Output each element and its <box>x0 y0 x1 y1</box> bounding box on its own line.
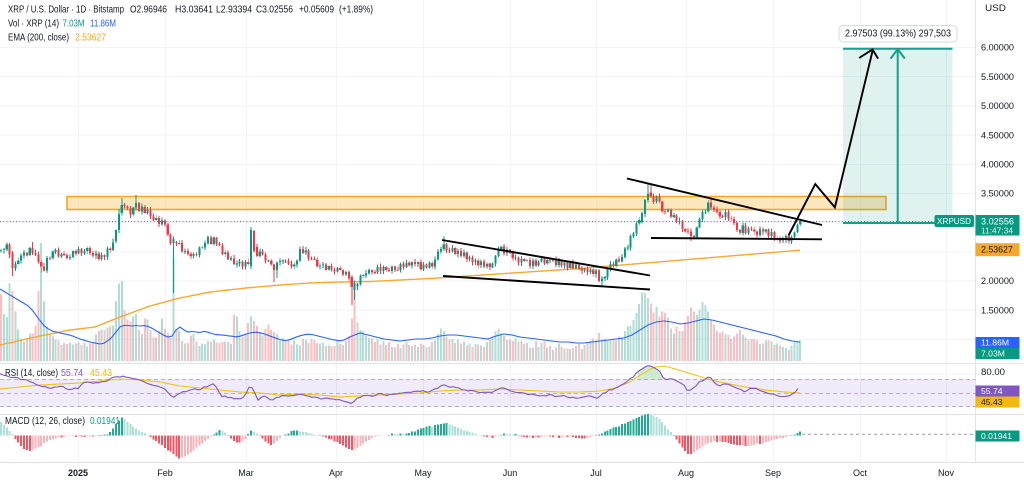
svg-text:H3.03641: H3.03641 <box>175 5 213 16</box>
svg-text:XRPUSD: XRPUSD <box>937 216 971 226</box>
svg-text:11.86M: 11.86M <box>90 19 116 30</box>
svg-text:7.03M: 7.03M <box>63 19 85 30</box>
svg-text:0.01941: 0.01941 <box>90 416 120 427</box>
svg-text:Aug: Aug <box>678 468 694 478</box>
svg-text:6.00000: 6.00000 <box>981 43 1014 53</box>
svg-text:(+1.89%): (+1.89%) <box>339 5 373 16</box>
svg-text:Vol · XRP (14): Vol · XRP (14) <box>8 19 59 30</box>
svg-text:Jun: Jun <box>503 468 518 478</box>
svg-text:Jul: Jul <box>590 468 602 478</box>
svg-text:May: May <box>414 468 432 478</box>
svg-text:3.02556: 3.02556 <box>981 216 1014 226</box>
svg-text:Feb: Feb <box>157 468 173 478</box>
svg-text:4.50000: 4.50000 <box>981 130 1014 140</box>
svg-text:2.53627: 2.53627 <box>75 33 106 44</box>
svg-text:Mar: Mar <box>238 468 254 478</box>
svg-text:MACD (12, 26, close): MACD (12, 26, close) <box>5 416 85 427</box>
svg-text:7.03M: 7.03M <box>981 349 1005 359</box>
svg-text:RSI (14, close): RSI (14, close) <box>5 368 58 379</box>
svg-text:L2.93394: L2.93394 <box>216 5 252 16</box>
svg-text:5.00000: 5.00000 <box>981 101 1014 111</box>
svg-text:11.86M: 11.86M <box>981 338 1009 348</box>
svg-text:C3.02556: C3.02556 <box>256 5 293 16</box>
svg-text:55.74: 55.74 <box>981 386 1003 396</box>
svg-text:80.00: 80.00 <box>981 367 1005 377</box>
svg-text:Sep: Sep <box>765 468 781 478</box>
svg-text:USD: USD <box>985 3 1006 13</box>
svg-text:2025: 2025 <box>68 468 88 478</box>
svg-text:0.01941: 0.01941 <box>981 431 1012 441</box>
svg-text:2.97503 (99.13%) 297,503: 2.97503 (99.13%) 297,503 <box>845 29 951 40</box>
svg-text:Apr: Apr <box>329 468 343 478</box>
svg-text:45.43: 45.43 <box>981 397 1003 407</box>
svg-text:5.50000: 5.50000 <box>981 72 1014 82</box>
svg-text:O2.96946: O2.96946 <box>130 5 167 16</box>
svg-text:EMA (200, close): EMA (200, close) <box>8 33 69 44</box>
svg-text:4.00000: 4.00000 <box>981 159 1014 169</box>
svg-text:3.50000: 3.50000 <box>981 189 1014 199</box>
svg-text:+0.05609: +0.05609 <box>299 5 334 16</box>
svg-text:Oct: Oct <box>853 468 868 478</box>
svg-text:1.50000: 1.50000 <box>981 305 1014 315</box>
svg-text:55.74: 55.74 <box>61 368 83 379</box>
svg-text:45.43: 45.43 <box>90 368 112 379</box>
svg-text:XRP / U.S. Dollar · 1D · Bitst: XRP / U.S. Dollar · 1D · Bitstamp <box>8 5 124 16</box>
svg-text:2.00000: 2.00000 <box>981 276 1014 286</box>
svg-text:11:47:34: 11:47:34 <box>981 226 1013 235</box>
svg-text:Nov: Nov <box>938 468 955 478</box>
svg-text:2.53627: 2.53627 <box>981 245 1013 255</box>
